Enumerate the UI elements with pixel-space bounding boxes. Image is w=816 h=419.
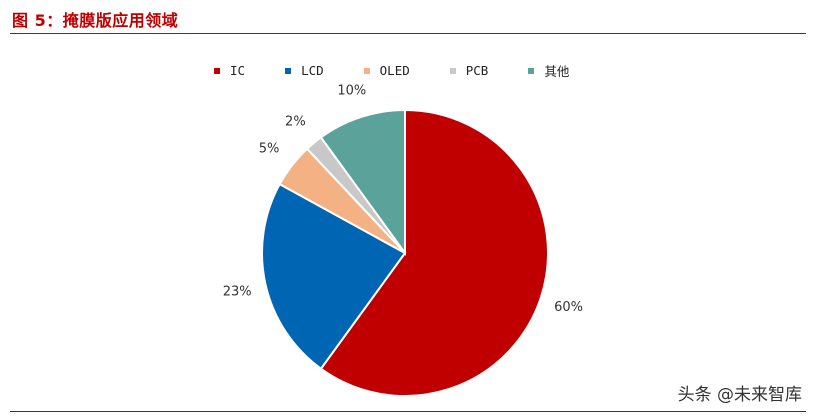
- legend-label-lcd: LCD: [301, 63, 324, 78]
- pie-label-ic: 60%: [554, 300, 583, 315]
- pie-label-other: 10%: [337, 83, 366, 98]
- legend-item-lcd: LCD: [285, 63, 324, 78]
- legend-swatch-ic: [214, 67, 220, 74]
- legend-label-other: 其他: [544, 64, 570, 79]
- pie-slice-lcd: [261, 182, 407, 371]
- pie-label-lcd: 23%: [223, 285, 252, 300]
- bottom-divider: [10, 411, 806, 412]
- legend-item-other: 其他: [528, 61, 569, 80]
- legend-swatch-other: [528, 67, 535, 74]
- legend-label-pcb: PCB: [465, 63, 489, 78]
- legend-item-ic: IC: [214, 63, 245, 78]
- pie-slice-ic: [319, 108, 549, 397]
- figure-title: 图 5：掩膜版应用领域: [12, 11, 179, 30]
- legend-swatch-pcb: [449, 67, 456, 74]
- chart-legend: IC LCD OLED PCB 其他: [214, 61, 609, 80]
- legend-swatch-lcd: [285, 67, 292, 74]
- pie-label-oled: 5%: [259, 142, 280, 157]
- legend-label-oled: OLED: [379, 63, 410, 78]
- pie-label-pcb: 2%: [285, 114, 306, 129]
- legend-item-pcb: PCB: [449, 63, 489, 78]
- legend-label-ic: IC: [230, 63, 246, 78]
- watermark-text: 头条 @未来智库: [677, 385, 802, 405]
- title-divider: [10, 33, 806, 34]
- legend-swatch-oled: [363, 67, 370, 74]
- pie-slice-other: [319, 108, 406, 257]
- legend-item-oled: OLED: [363, 63, 410, 78]
